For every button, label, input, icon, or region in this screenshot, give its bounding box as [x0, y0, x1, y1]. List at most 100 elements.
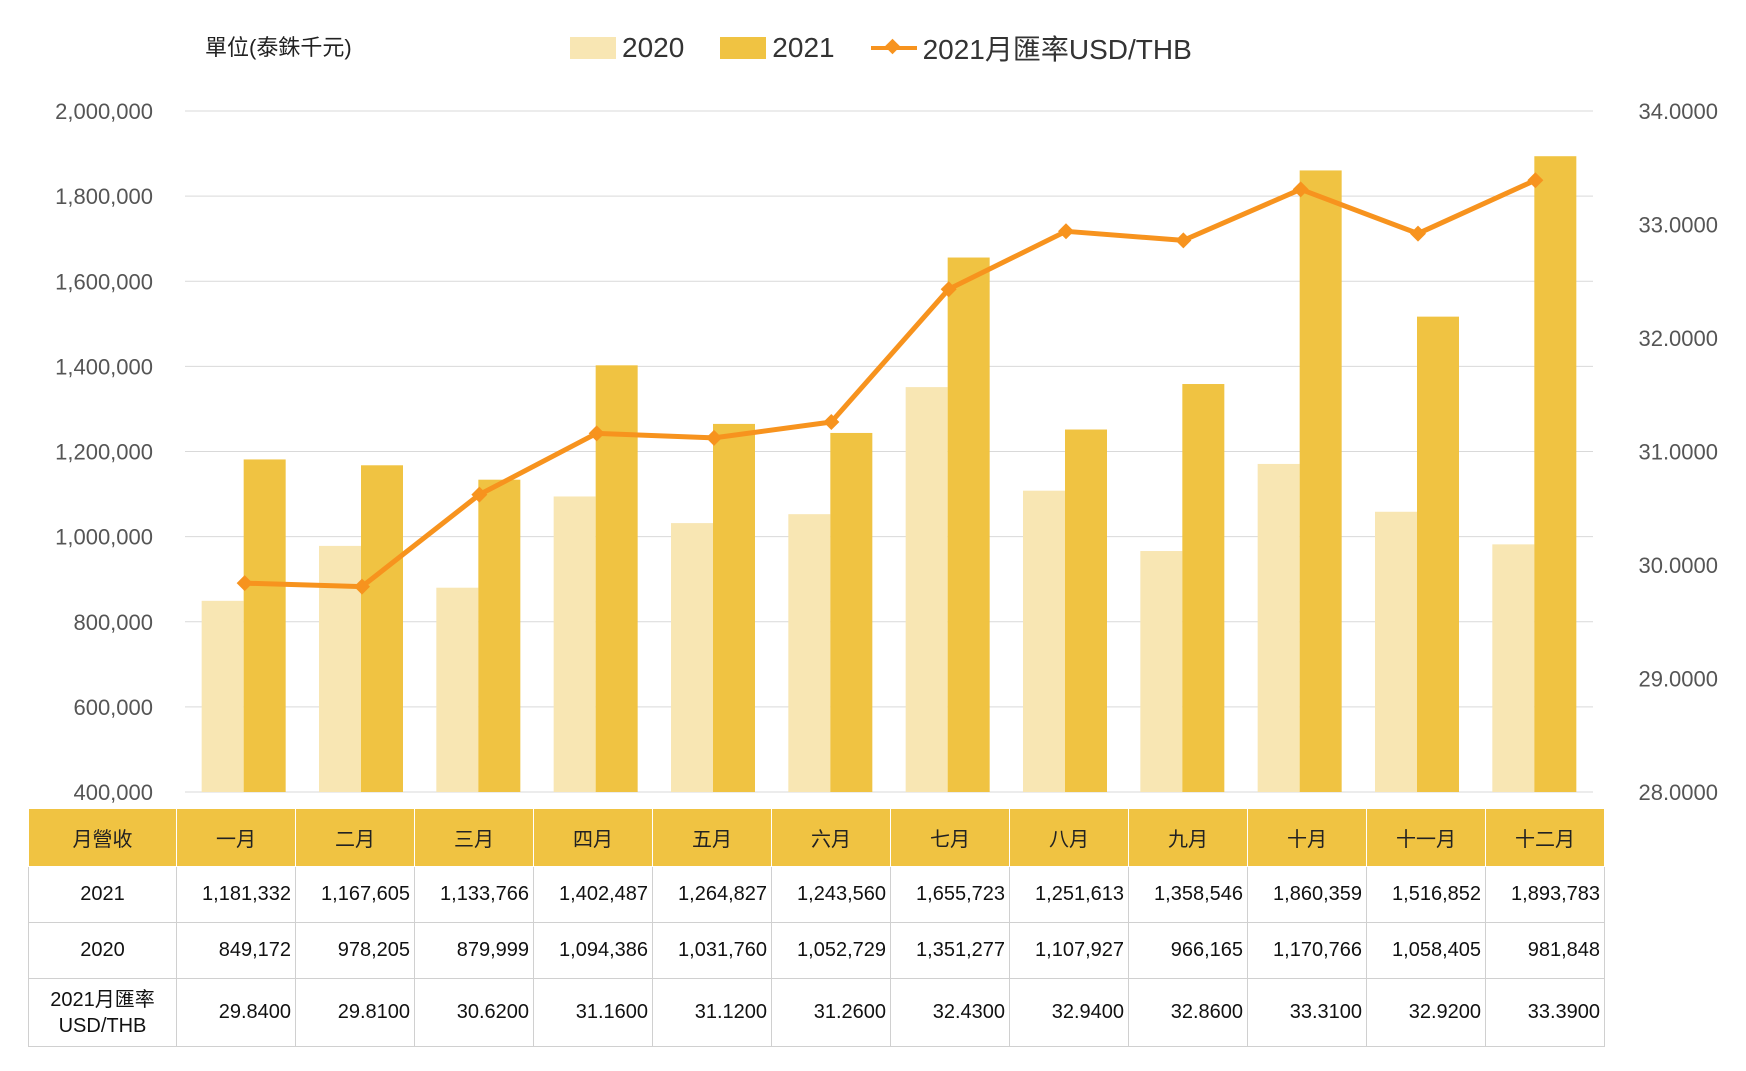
- y-left-tick-label: 1,800,000: [55, 184, 153, 209]
- combo-chart: 400,000 600,000 800,000 1,000,000 1,200,000 1…: [55, 99, 1718, 805]
- rate-marker: [1175, 232, 1192, 249]
- table-header-label: 月營收: [28, 808, 177, 867]
- table-cell-2021: 1,516,852: [1366, 866, 1486, 923]
- table-row-label-rate: 2021月匯率 USD/THB: [28, 978, 177, 1047]
- table-cell-2020: 1,052,729: [771, 922, 891, 979]
- y-right-tick-label: 28.0000: [1638, 780, 1718, 805]
- bar-2021: [1182, 384, 1225, 792]
- bar-2020: [1492, 544, 1535, 792]
- table-cell-2021: 1,264,827: [652, 866, 772, 923]
- table-cell-rate: 31.2600: [771, 978, 891, 1047]
- table-cell-rate: 29.8400: [176, 978, 296, 1047]
- table-row-2020: 2020 849,172 978,205 879,999 1,094,386 1,031…: [28, 922, 1605, 979]
- legend-item-rate: 2021月匯率USD/THB: [870, 28, 1192, 68]
- table-header-row: 月營收 一月 二月 三月 四月 五月 六月 七月 八月 九月 十月 十一月 十二月: [28, 808, 1605, 867]
- bar-2020: [905, 387, 948, 792]
- table-cell-2020: 1,058,405: [1366, 922, 1486, 979]
- y-left-tick-label: 2,000,000: [55, 99, 153, 124]
- bar-2021: [830, 432, 873, 792]
- table-cell-2020: 849,172: [176, 922, 296, 979]
- rate-marker: [706, 429, 722, 446]
- table-row-rate: 2021月匯率 USD/THB 29.8400 29.8100 30.6200 31.…: [28, 978, 1605, 1047]
- table-header-cell: 八月: [1009, 808, 1129, 867]
- bar-2020: [1257, 463, 1300, 792]
- table-cell-2020: 1,351,277: [890, 922, 1010, 979]
- bar-2020: [1140, 551, 1183, 792]
- y-left-tick-label: 1,600,000: [55, 269, 153, 294]
- bar-2021: [1417, 316, 1459, 792]
- rate-marker: [1527, 172, 1544, 189]
- table-header-cell: 三月: [414, 808, 534, 867]
- legend-swatch-rate: [870, 37, 917, 59]
- legend: 2020 2021 2021月匯率USD/THB: [570, 28, 1192, 68]
- table-header-cell: 四月: [533, 808, 653, 867]
- y-left-tick-label: 1,000,000: [55, 525, 153, 550]
- legend-item-2020: 2020: [570, 32, 684, 64]
- table-cell-rate: 29.8100: [295, 978, 415, 1047]
- table-header-cell: 九月: [1128, 808, 1248, 867]
- bar-2020: [436, 587, 479, 792]
- legend-swatch-2020: [570, 37, 616, 59]
- table-header-cell: 十一月: [1366, 808, 1486, 867]
- bar-2021: [1534, 156, 1577, 792]
- rate-line: [244, 177, 1537, 590]
- rate-marker: [354, 578, 370, 595]
- table-cell-2021: 1,181,332: [176, 866, 296, 923]
- table-header-cell: 一月: [176, 808, 296, 867]
- y-left-tick-label: 1,200,000: [55, 440, 153, 465]
- table-cell-2021: 1,402,487: [533, 866, 653, 923]
- bar-2020: [1023, 490, 1065, 792]
- bar-2020: [671, 523, 713, 792]
- table-header-cell: 七月: [890, 808, 1010, 867]
- bar-2020: [553, 496, 596, 792]
- table-cell-rate: 30.6200: [414, 978, 534, 1047]
- table-cell-2020: 966,165: [1128, 922, 1248, 979]
- table-cell-2021: 1,358,546: [1128, 866, 1248, 923]
- bar-2021: [361, 465, 403, 792]
- legend-label-rate: 2021月匯率USD/THB: [922, 34, 1192, 65]
- bar-2021: [243, 459, 286, 792]
- table-cell-2021: 1,133,766: [414, 866, 534, 923]
- y-left-tick-label: 600,000: [73, 695, 153, 720]
- y-left-tick-label: 1,400,000: [55, 354, 153, 379]
- table-row-label-rate-line2: USD/THB: [58, 1014, 147, 1037]
- table-cell-2021: 1,167,605: [295, 866, 415, 923]
- table-cell-rate: 32.4300: [890, 978, 1010, 1047]
- table-header-cell: 二月: [295, 808, 415, 867]
- table-cell-rate: 32.9400: [1009, 978, 1129, 1047]
- table-cell-2021: 1,243,560: [771, 866, 891, 923]
- y-left-tick-label: 800,000: [73, 610, 153, 635]
- y-left-tick-label: 400,000: [73, 780, 153, 805]
- table-cell-2020: 879,999: [414, 922, 534, 979]
- bar-2021: [947, 257, 990, 792]
- rate-marker: [940, 281, 957, 298]
- table-cell-2020: 1,170,766: [1247, 922, 1367, 979]
- y-right-tick-label: 34.0000: [1638, 99, 1718, 124]
- rate-marker: [823, 413, 840, 430]
- table-cell-2021: 1,893,783: [1485, 866, 1605, 923]
- table-header-cell: 六月: [771, 808, 891, 867]
- table-cell-rate: 31.1200: [652, 978, 772, 1047]
- legend-swatch-2021: [720, 37, 767, 59]
- bar-2020: [201, 600, 244, 792]
- table-row-2021: 2021 1,181,332 1,167,605 1,133,766 1,402,48…: [28, 866, 1605, 923]
- bar-2020: [788, 514, 831, 792]
- bar-2020: [1375, 511, 1417, 792]
- y-right-tick-label: 30.0000: [1638, 553, 1718, 578]
- table-cell-rate: 32.9200: [1366, 978, 1486, 1047]
- rate-marker: [471, 486, 488, 503]
- bar-2021: [1065, 429, 1107, 792]
- rate-marker: [1410, 225, 1426, 242]
- rate-marker: [236, 575, 253, 592]
- table-cell-2020: 978,205: [295, 922, 415, 979]
- rate-marker: [588, 425, 605, 442]
- data-table: 月營收 一月 二月 三月 四月 五月 六月 七月 八月 九月 十月 十一月 十二月 2021 1,18…: [28, 808, 1605, 1047]
- legend-label-2020: 2020: [622, 32, 685, 63]
- bar-2020: [319, 545, 361, 792]
- unit-label: 單位(泰銖千元): [205, 35, 352, 60]
- table-row-label-2021: 2021: [28, 866, 177, 923]
- table-cell-rate: 33.3100: [1247, 978, 1367, 1047]
- table-row-label-2020: 2020: [28, 922, 177, 979]
- table-cell-2021: 1,860,359: [1247, 866, 1367, 923]
- legend-item-2021: 2021: [720, 32, 835, 64]
